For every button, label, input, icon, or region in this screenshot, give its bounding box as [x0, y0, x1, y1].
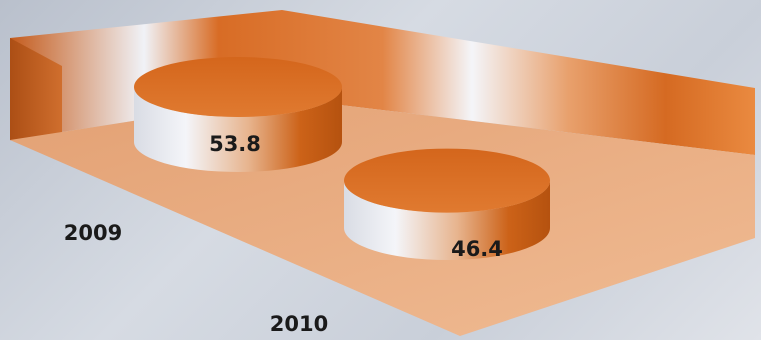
chart-side-wall	[10, 38, 62, 158]
chart-back-wall	[10, 10, 755, 155]
bar-cylinder-side	[134, 87, 342, 172]
category-label: 2009	[64, 221, 122, 245]
bar-cylinder-top	[134, 57, 342, 117]
category-label: 2010	[270, 312, 328, 336]
data-label: 46.4	[451, 237, 503, 261]
data-label: 53.8	[209, 132, 261, 156]
labels-layer: 53.8 2009 46.4 2010	[64, 132, 503, 336]
bar-cylinder-side	[344, 180, 550, 260]
bar-cylinder-top	[344, 148, 550, 213]
bars-layer	[134, 57, 550, 260]
